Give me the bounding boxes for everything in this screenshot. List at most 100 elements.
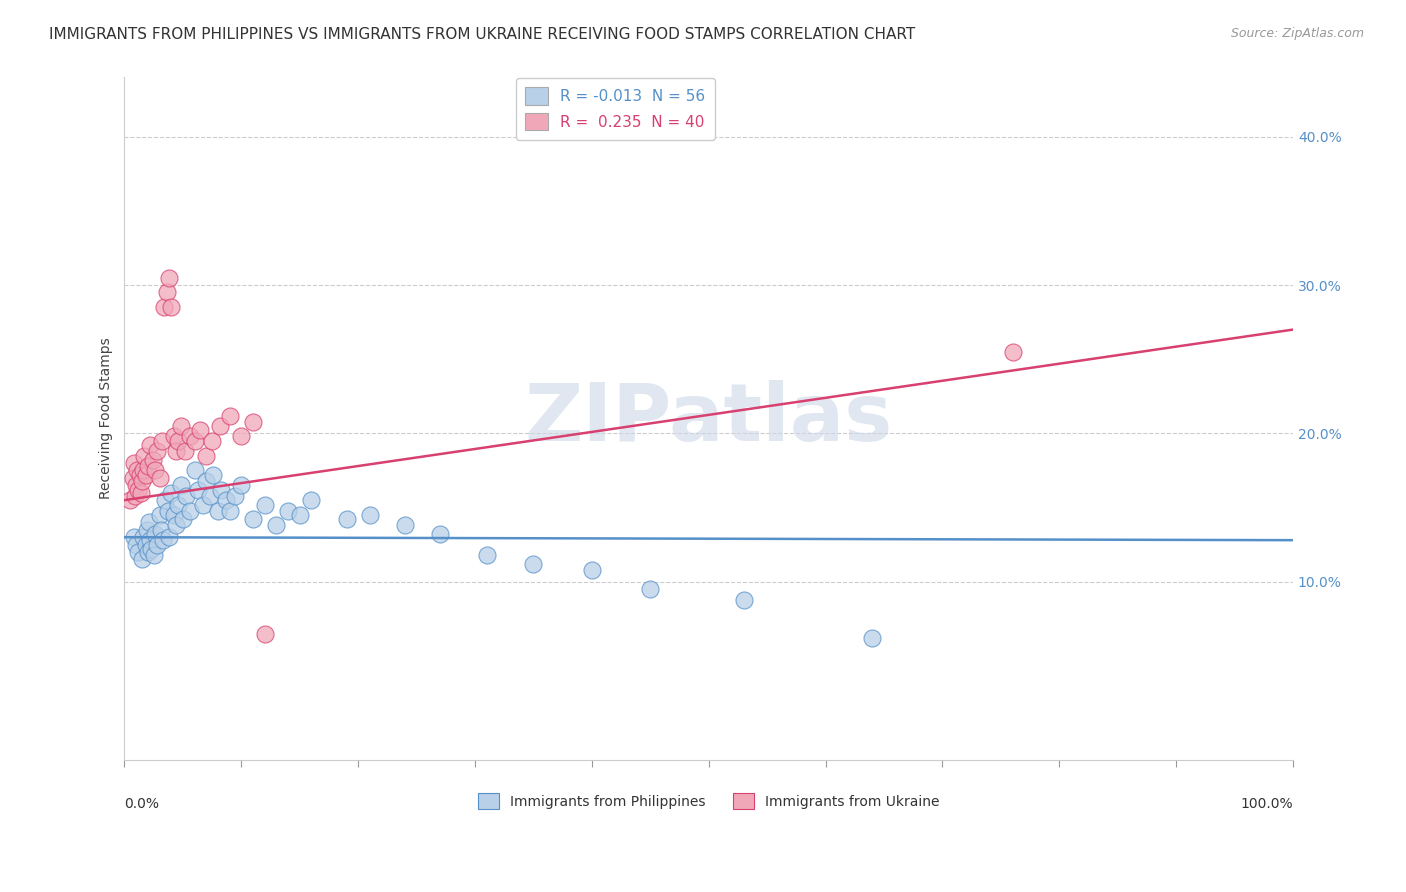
Point xyxy=(209,419,232,434)
Point xyxy=(152,533,174,548)
Point xyxy=(179,429,201,443)
Point xyxy=(160,301,183,315)
Point xyxy=(172,512,194,526)
Point xyxy=(150,434,173,448)
Point xyxy=(195,449,218,463)
Point xyxy=(155,493,177,508)
Text: 100.0%: 100.0% xyxy=(1240,797,1294,811)
Point xyxy=(131,474,153,488)
Point xyxy=(195,474,218,488)
Point xyxy=(253,498,276,512)
Point xyxy=(301,493,323,508)
Point xyxy=(120,493,142,508)
Point xyxy=(149,523,172,537)
Point xyxy=(167,498,190,512)
Point xyxy=(218,409,240,423)
Y-axis label: Receiving Food Stamps: Receiving Food Stamps xyxy=(100,338,114,500)
Legend: Immigrants from Philippines, Immigrants from Ukraine: Immigrants from Philippines, Immigrants … xyxy=(472,788,945,814)
Point xyxy=(136,458,159,473)
Point xyxy=(581,563,603,577)
Point xyxy=(242,415,264,429)
Point xyxy=(183,463,205,477)
Point xyxy=(231,429,253,443)
Point xyxy=(157,270,180,285)
Point xyxy=(176,489,198,503)
Point xyxy=(128,483,150,497)
Point xyxy=(125,478,148,492)
Point xyxy=(174,444,197,458)
Point xyxy=(134,467,156,482)
Point xyxy=(162,508,184,522)
Point xyxy=(215,493,238,508)
Point xyxy=(143,463,166,477)
Point xyxy=(191,498,214,512)
Text: Source: ZipAtlas.com: Source: ZipAtlas.com xyxy=(1230,27,1364,40)
Point xyxy=(167,434,190,448)
Point xyxy=(153,301,176,315)
Point xyxy=(224,489,246,503)
Point xyxy=(139,533,162,548)
Point xyxy=(335,512,357,526)
Point xyxy=(155,285,177,300)
Text: IMMIGRANTS FROM PHILIPPINES VS IMMIGRANTS FROM UKRAINE RECEIVING FOOD STAMPS COR: IMMIGRANTS FROM PHILIPPINES VS IMMIGRANT… xyxy=(49,27,915,42)
Point xyxy=(179,503,201,517)
Point xyxy=(122,530,145,544)
Point xyxy=(169,419,191,434)
Point xyxy=(288,508,311,522)
Point xyxy=(146,444,169,458)
Point xyxy=(143,527,166,541)
Text: ZIPatlas: ZIPatlas xyxy=(524,380,893,458)
Point xyxy=(429,527,451,541)
Point xyxy=(190,424,212,438)
Point xyxy=(131,552,153,566)
Point xyxy=(127,463,149,477)
Point xyxy=(160,485,183,500)
Point xyxy=(132,463,155,477)
Point xyxy=(242,512,264,526)
Point xyxy=(231,478,253,492)
Point xyxy=(157,530,180,544)
Point xyxy=(733,592,755,607)
Point xyxy=(138,516,160,530)
Point xyxy=(148,471,170,485)
Point xyxy=(640,582,662,596)
Point xyxy=(187,483,209,497)
Point xyxy=(141,542,163,557)
Point xyxy=(121,471,143,485)
Point xyxy=(253,626,276,640)
Point xyxy=(169,478,191,492)
Point xyxy=(198,489,221,503)
Point xyxy=(277,503,299,517)
Point xyxy=(218,503,240,517)
Point xyxy=(359,508,381,522)
Text: 0.0%: 0.0% xyxy=(125,797,159,811)
Point xyxy=(475,548,498,562)
Point xyxy=(128,467,150,482)
Point xyxy=(522,557,544,571)
Point xyxy=(394,518,416,533)
Point xyxy=(141,453,163,467)
Point xyxy=(139,438,162,452)
Point xyxy=(156,503,179,517)
Point xyxy=(136,545,159,559)
Point xyxy=(1001,344,1024,359)
Point xyxy=(128,545,150,559)
Point xyxy=(201,434,224,448)
Point xyxy=(266,518,288,533)
Point xyxy=(135,523,157,537)
Point xyxy=(183,434,205,448)
Point xyxy=(125,538,148,552)
Point xyxy=(142,548,165,562)
Point xyxy=(148,508,170,522)
Point xyxy=(132,530,155,544)
Point xyxy=(146,538,169,552)
Point xyxy=(134,538,156,552)
Point xyxy=(202,467,225,482)
Point xyxy=(162,429,184,443)
Point xyxy=(211,483,233,497)
Point xyxy=(207,503,229,517)
Point xyxy=(165,444,187,458)
Point xyxy=(122,456,145,470)
Point xyxy=(124,489,146,503)
Point xyxy=(134,449,156,463)
